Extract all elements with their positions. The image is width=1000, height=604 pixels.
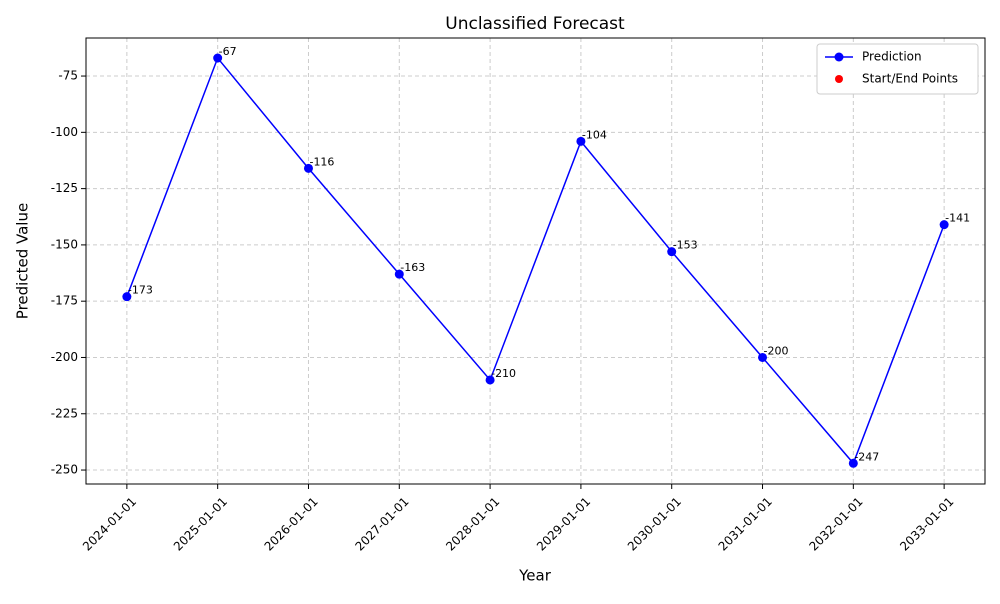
y-axis-label: Predicted Value	[14, 203, 32, 319]
y-tick-label: -200	[51, 350, 78, 364]
data-label: -67	[219, 45, 237, 58]
legend-marker	[834, 52, 844, 62]
x-tick-label: 2031-01-01	[716, 494, 775, 553]
x-tick-label: 2025-01-01	[171, 494, 230, 553]
legend-label: Start/End Points	[862, 72, 958, 86]
x-tick-label: 2026-01-01	[262, 494, 321, 553]
data-label: -104	[582, 128, 607, 141]
point	[213, 53, 223, 63]
x-tick-label: 2032-01-01	[806, 494, 865, 553]
point	[667, 247, 677, 257]
y-tick-label: -75	[58, 69, 78, 83]
data-label: -247	[854, 450, 879, 463]
x-tick-label: 2028-01-01	[443, 494, 502, 553]
plot-frame	[85, 37, 986, 485]
data-label: -210	[491, 367, 516, 380]
x-tick-label: 2024-01-01	[80, 494, 139, 553]
data-label: -200	[764, 344, 789, 357]
x-tick-label: 2030-01-01	[625, 494, 684, 553]
point	[303, 163, 313, 173]
data-label: -163	[400, 261, 425, 274]
y-tick-label: -100	[51, 125, 78, 139]
data-label: -116	[309, 155, 334, 168]
legend-box	[816, 43, 979, 95]
point	[485, 375, 495, 385]
y-tick-label: -250	[51, 463, 78, 477]
point	[394, 269, 404, 279]
legend-marker	[835, 75, 843, 83]
x-tick-label: 2029-01-01	[534, 494, 593, 553]
data-label: -173	[128, 284, 153, 297]
line	[126, 56, 945, 465]
point	[576, 136, 586, 146]
point	[758, 352, 768, 362]
y-tick-label: -150	[51, 237, 78, 251]
y-tick-label: -125	[51, 181, 78, 195]
y-tick-label: -225	[51, 406, 78, 420]
x-tick-label: 2027-01-01	[352, 494, 411, 553]
data-label: -153	[673, 239, 698, 252]
chart-title: Unclassified Forecast	[445, 14, 625, 34]
legend-label: Prediction	[862, 50, 922, 64]
x-tick-label: 2033-01-01	[897, 494, 956, 553]
y-tick-label: -175	[51, 294, 78, 308]
data-label: -141	[945, 212, 970, 225]
point	[939, 220, 949, 230]
point	[122, 292, 132, 302]
x-axis-label: Year	[518, 567, 552, 585]
point	[848, 458, 858, 468]
